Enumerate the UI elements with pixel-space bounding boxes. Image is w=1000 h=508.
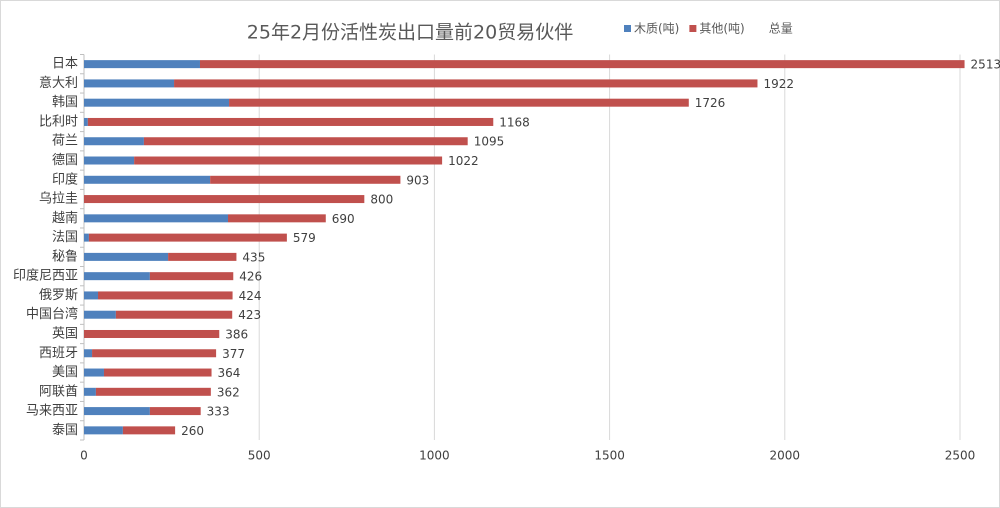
bar-segment	[228, 214, 326, 223]
x-tick-label: 500	[248, 449, 271, 463]
total-label: 386	[225, 327, 248, 341]
bar-segment	[84, 156, 135, 165]
bar-segment	[84, 252, 169, 261]
total-label: 424	[239, 289, 262, 303]
total-label: 800	[370, 193, 393, 207]
x-tick-label: 2000	[770, 449, 801, 463]
bar-segment	[84, 407, 150, 416]
bar-segment	[149, 272, 234, 281]
total-label: 2513	[971, 58, 1000, 72]
bar-segment	[84, 60, 200, 69]
bar-segment	[88, 233, 287, 242]
bar-segment	[115, 310, 233, 319]
bar-segment	[84, 426, 123, 435]
bar-segment	[87, 117, 494, 126]
x-tick-label: 0	[80, 449, 88, 463]
bar-segment	[84, 79, 175, 88]
y-tick-label: 英国	[52, 326, 78, 341]
bar-segment	[103, 368, 212, 377]
total-label: 364	[218, 366, 241, 380]
bar-segment	[84, 98, 230, 107]
bar-segment	[84, 137, 144, 146]
y-tick-label: 德国	[52, 153, 78, 168]
bar-segment	[149, 407, 201, 416]
bar-segment	[84, 310, 116, 319]
bar-segment	[84, 368, 104, 377]
total-label: 1168	[499, 115, 530, 129]
bar-segment	[84, 349, 93, 358]
bar-segment	[122, 426, 176, 435]
y-tick-label: 印度	[52, 171, 78, 187]
total-label: 377	[222, 347, 245, 361]
legend-label: 木质(吨)	[634, 22, 679, 36]
y-tick-label: 乌拉圭	[39, 191, 78, 207]
total-label: 426	[239, 270, 262, 284]
legend-swatch	[624, 25, 631, 32]
bar-segment	[84, 387, 96, 396]
total-label: 579	[293, 231, 316, 245]
bar-segment	[229, 98, 689, 107]
y-tick-label: 俄罗斯	[39, 288, 78, 303]
x-tick-label: 1000	[419, 449, 450, 463]
y-tick-label: 越南	[52, 210, 78, 226]
bar-segment	[92, 349, 217, 358]
y-tick-label: 马来西亚	[26, 404, 78, 419]
y-tick-label: 中国台湾	[26, 306, 78, 322]
bar-segment	[168, 252, 237, 261]
y-tick-label: 西班牙	[39, 346, 78, 361]
legend-swatch	[689, 25, 697, 32]
total-label: 1095	[474, 135, 505, 149]
total-label: 423	[238, 308, 261, 322]
y-tick-label: 泰国	[52, 423, 78, 438]
total-label: 1022	[448, 154, 479, 168]
chart-title: 25年2月份活性炭出口量前20贸易伙伴	[247, 22, 573, 44]
bar-segment	[84, 233, 89, 242]
bar-segment	[199, 60, 965, 69]
total-label: 690	[332, 212, 355, 226]
bar-segment	[95, 387, 211, 396]
y-tick-label: 荷兰	[52, 134, 78, 149]
total-label: 435	[242, 250, 265, 264]
y-tick-label: 法国	[52, 230, 78, 245]
total-label: 260	[181, 424, 204, 438]
bar-segment	[134, 156, 443, 165]
bar-segment	[98, 291, 233, 300]
total-label: 903	[406, 173, 429, 187]
y-tick-label: 日本	[52, 57, 78, 72]
x-tick-label: 1500	[594, 449, 625, 463]
y-tick-label: 美国	[52, 365, 78, 380]
total-label: 333	[207, 405, 230, 419]
y-tick-label: 韩国	[52, 95, 78, 110]
bar-segment	[143, 137, 468, 146]
bar-segment	[84, 291, 99, 300]
bar-segment	[84, 195, 365, 204]
bar-segment	[174, 79, 758, 88]
x-tick-label: 2500	[945, 449, 976, 463]
bar-segment	[84, 175, 211, 184]
legend-label: 其他(吨)	[699, 22, 744, 36]
y-tick-label: 印度尼西亚	[13, 268, 78, 284]
bar-segment	[84, 117, 88, 126]
bar-segment	[84, 272, 150, 281]
bar-segment	[84, 214, 229, 223]
total-label: 1922	[763, 77, 794, 91]
bar-segment	[84, 329, 220, 338]
y-tick-label: 比利时	[39, 114, 78, 129]
y-tick-label: 秘鲁	[52, 249, 78, 264]
total-label: 362	[217, 385, 240, 399]
bar-segment	[210, 175, 401, 184]
legend-label: 总量	[769, 22, 793, 36]
total-label: 1726	[695, 96, 726, 110]
y-tick-label: 阿联酋	[39, 383, 78, 399]
y-tick-label: 意大利	[39, 75, 78, 91]
